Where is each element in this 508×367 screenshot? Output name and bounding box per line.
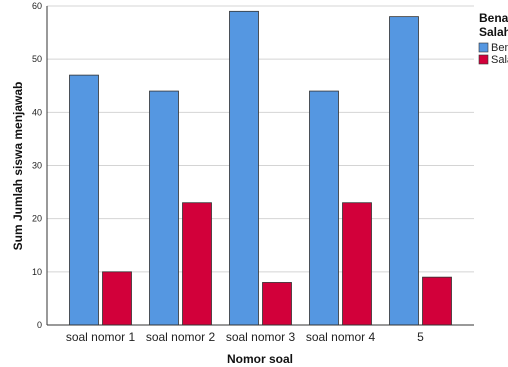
x-tick-label: soal nomor 2 xyxy=(146,330,216,344)
y-tick-label: 50 xyxy=(32,54,42,64)
y-tick-label: 20 xyxy=(32,214,42,224)
y-tick-label: 10 xyxy=(32,267,42,277)
bar-benar-4 xyxy=(309,90,339,326)
axes xyxy=(46,6,474,326)
y-tick-labels: 0 10 20 30 40 50 60 xyxy=(32,1,42,330)
legend-label-salah: Salah xyxy=(491,54,508,66)
y-tick-label: 30 xyxy=(32,161,42,171)
bar-salah-2 xyxy=(182,202,212,326)
legend-swatch-salah xyxy=(478,54,489,65)
legend-label-benar: Benar xyxy=(491,42,508,54)
y-tick-label: 60 xyxy=(32,1,42,11)
x-tick-labels: soal nomor 1 soal nomor 2 soal nomor 3 soal… xyxy=(66,330,424,344)
bar-benar-3 xyxy=(229,10,259,326)
bar-benar-1 xyxy=(69,74,99,326)
x-axis-title: Nomor soal xyxy=(227,352,293,366)
bar-salah-5 xyxy=(422,276,452,326)
legend: Benar Salah Benar Salah xyxy=(478,11,508,66)
bar-salah-3 xyxy=(262,282,292,326)
bar-benar-5 xyxy=(389,16,419,326)
y-axis-title: Sum Jumlah siswa menjawab xyxy=(11,82,25,251)
y-tick-label: 0 xyxy=(37,320,42,330)
x-tick-label: 5 xyxy=(417,330,424,344)
bar-salah-4 xyxy=(342,202,372,326)
legend-title-line1: Benar xyxy=(479,11,508,25)
y-tick-label: 40 xyxy=(32,107,42,117)
bar-benar-2 xyxy=(149,90,179,326)
bars xyxy=(69,10,452,326)
x-tick-label: soal nomor 4 xyxy=(306,330,376,344)
legend-title-line2: Salah xyxy=(479,25,508,39)
x-tick-label: soal nomor 1 xyxy=(66,330,136,344)
bar-salah-1 xyxy=(102,271,132,326)
legend-swatch-benar xyxy=(478,42,489,53)
x-tick-label: soal nomor 3 xyxy=(226,330,296,344)
